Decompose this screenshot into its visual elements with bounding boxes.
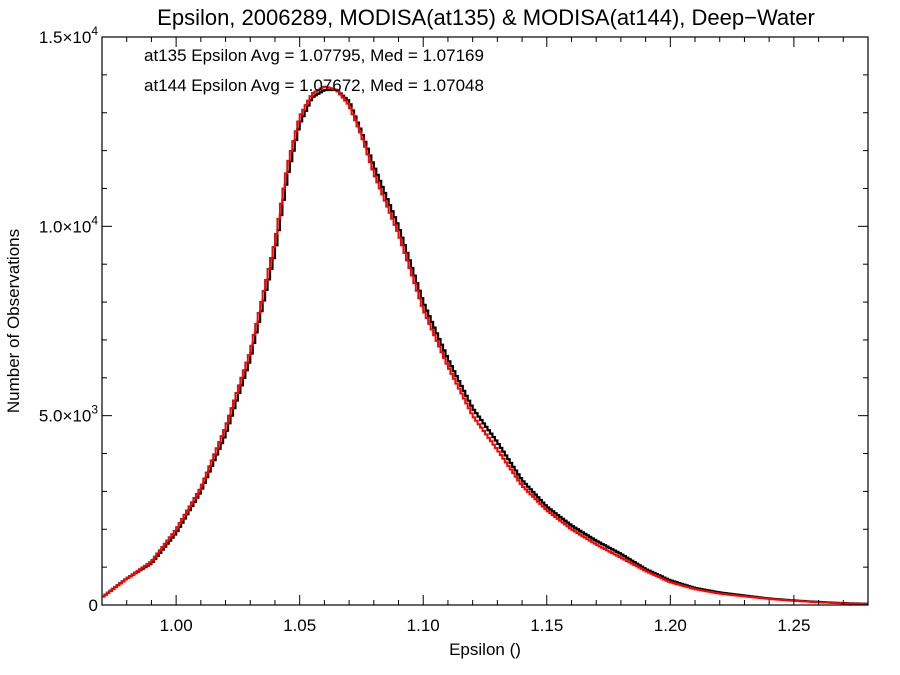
x-tick-label: 1.25 (777, 616, 810, 635)
x-axis-label: Epsilon () (449, 640, 521, 659)
x-tick-label: 1.05 (283, 616, 316, 635)
y-axis-label: Number of Observations (4, 229, 23, 413)
y-tick-label: 1.5×104 (39, 24, 98, 47)
histogram-series-at135 (102, 88, 868, 605)
legend-at144: at144 Epsilon Avg = 1.07672, Med = 1.070… (144, 76, 484, 95)
axis-ticks: 1.00 1.05 1.10 1.15 1.20 1.25 0 5.0×103 1.0×104 1… (39, 24, 869, 635)
plot-frame (101, 36, 869, 606)
chart-title: Epsilon, 2006289, MODISA(at135) & MODISA… (157, 5, 815, 30)
y-tick-label: 1.0×104 (39, 213, 98, 236)
legend-at135: at135 Epsilon Avg = 1.07795, Med = 1.071… (144, 46, 484, 65)
histogram-series-at144 (102, 85, 868, 606)
x-tick-label: 1.10 (407, 616, 440, 635)
x-tick-label: 1.20 (654, 616, 687, 635)
y-tick-label: 5.0×103 (39, 403, 98, 426)
x-tick-label: 1.15 (530, 616, 563, 635)
x-tick-label: 1.00 (160, 616, 193, 635)
y-tick-label: 0 (89, 596, 98, 615)
series-layer (102, 85, 868, 606)
